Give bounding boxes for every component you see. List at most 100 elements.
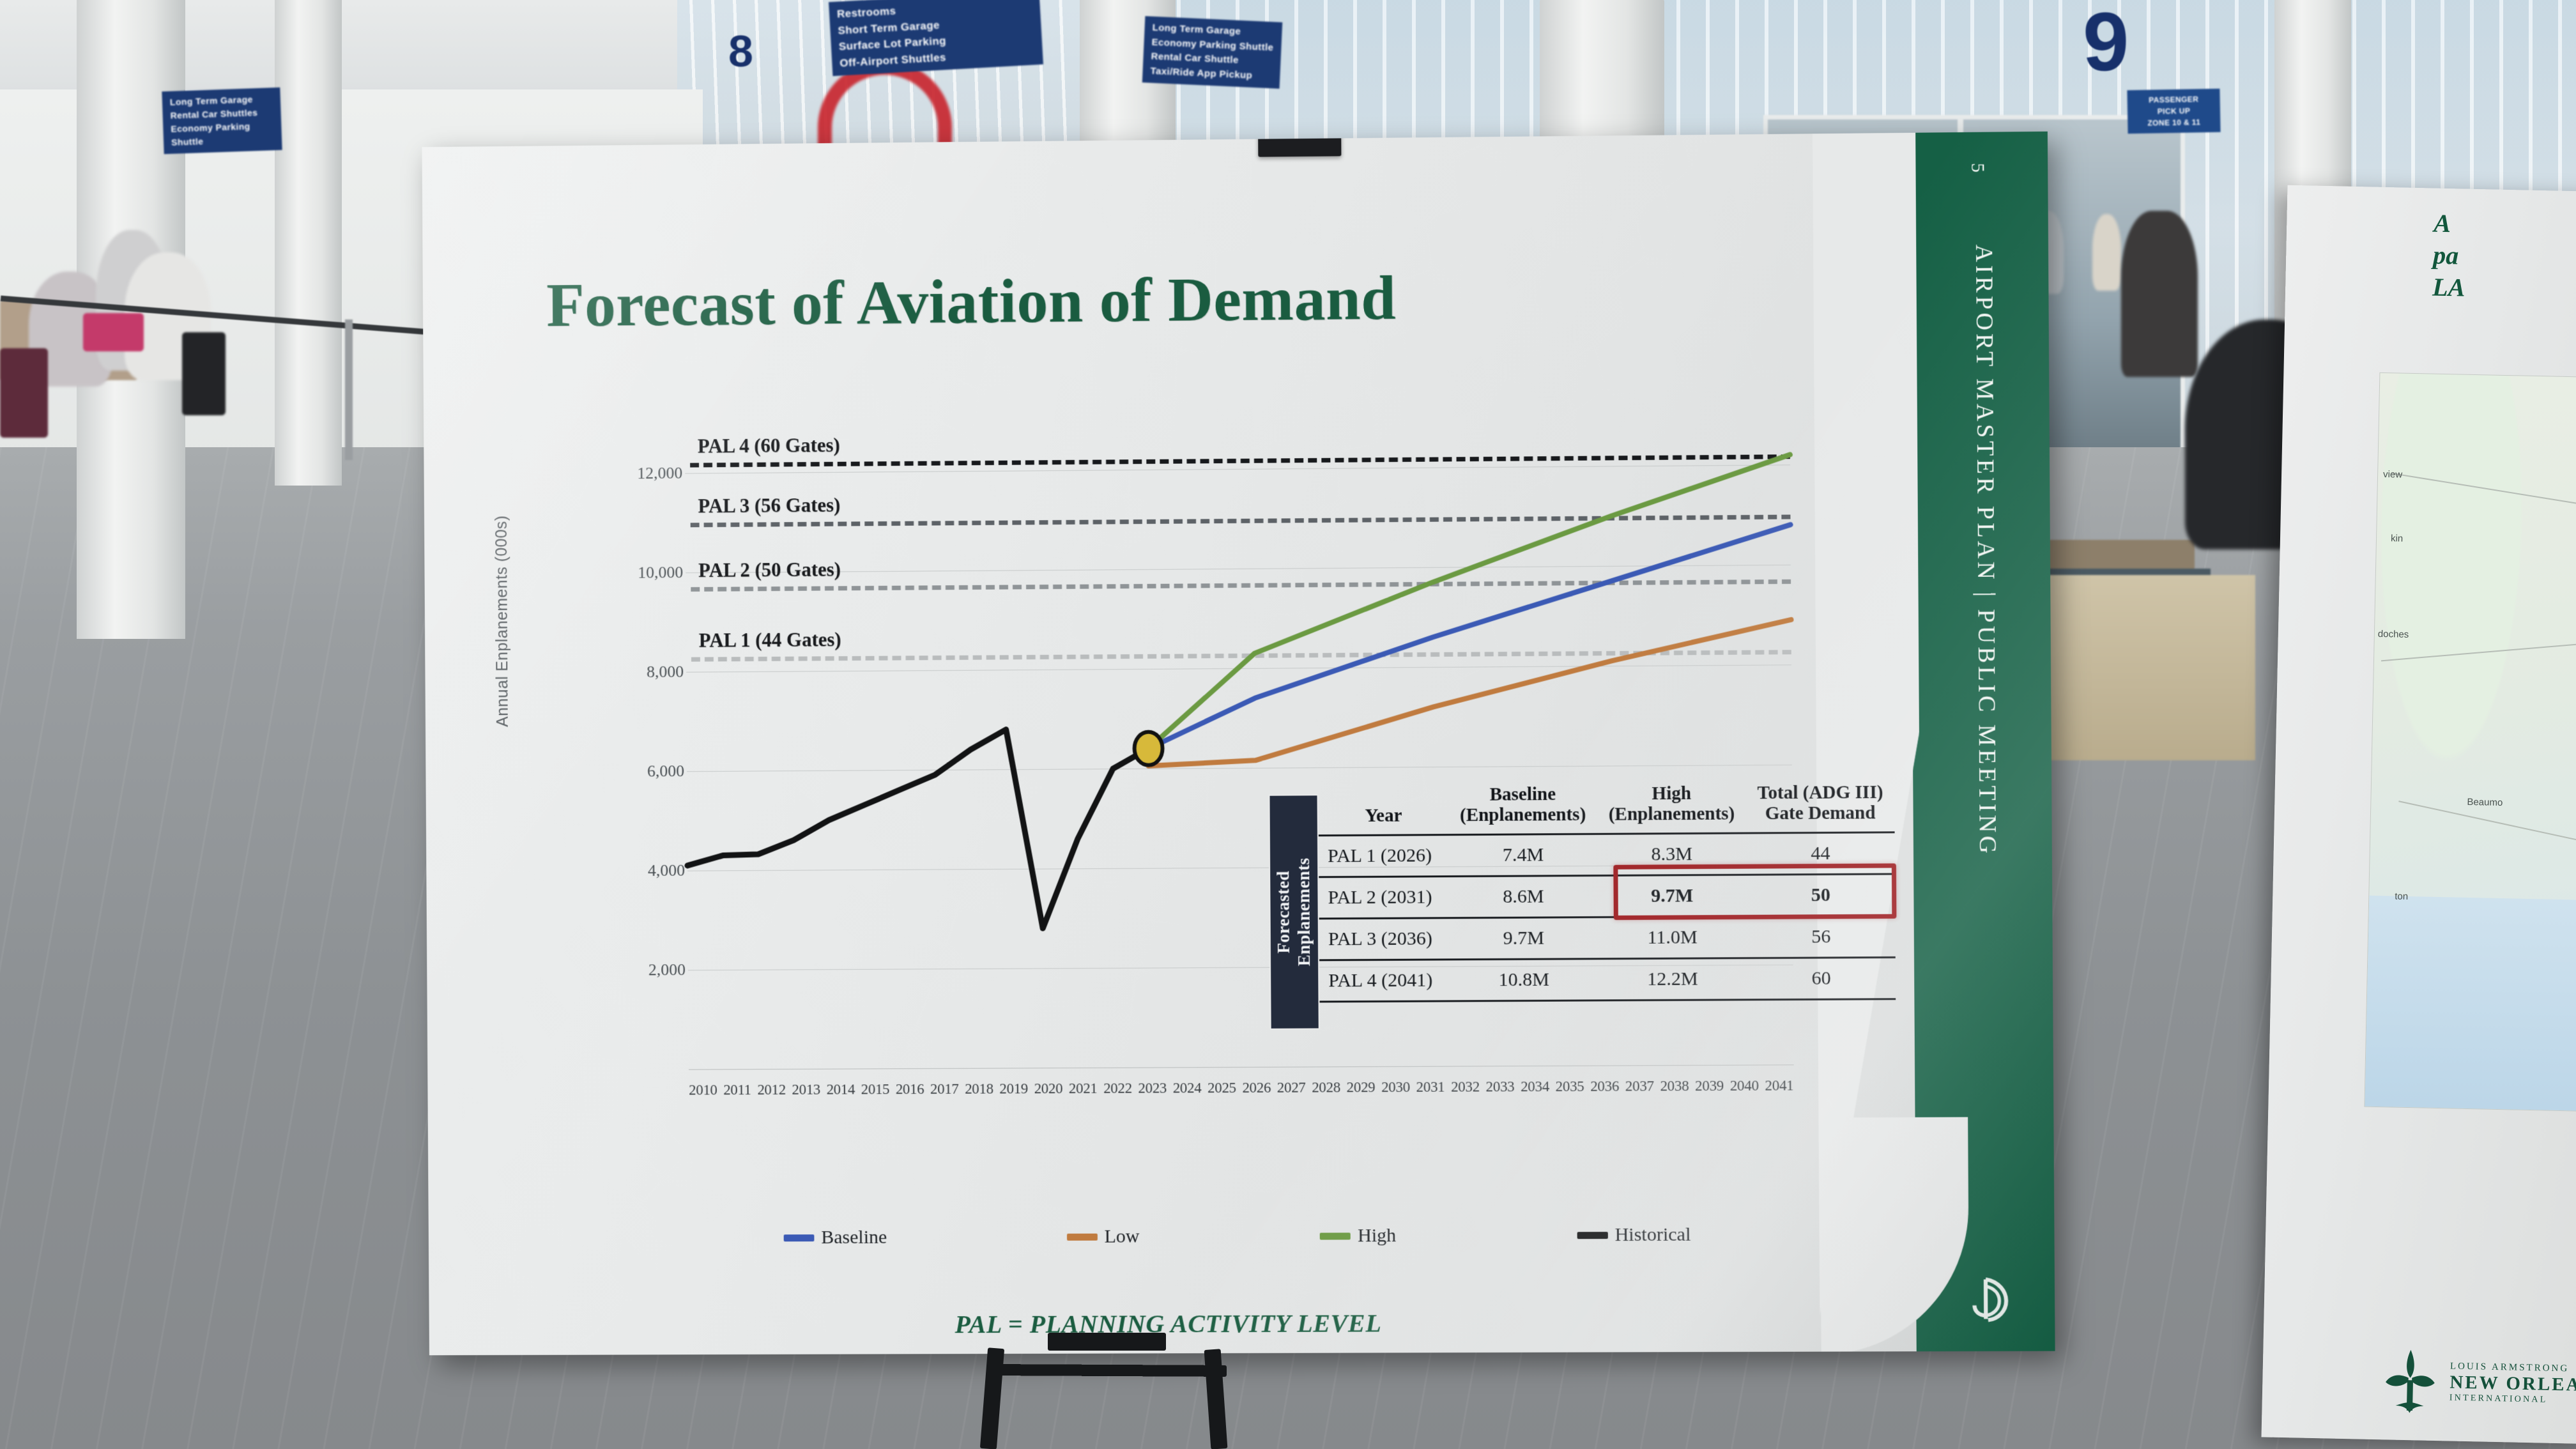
x-axis-tick-label: 2018 bbox=[965, 1080, 993, 1097]
secondary-poster-title-line1: A bbox=[2433, 208, 2451, 238]
series-line-low bbox=[1147, 620, 1791, 766]
x-axis-tick-label: 2016 bbox=[895, 1081, 924, 1098]
person-standing bbox=[2121, 211, 2198, 377]
easel-crossbar bbox=[996, 1364, 1227, 1377]
x-axis-tick-label: 2019 bbox=[999, 1080, 1029, 1097]
x-axis-tick-label: 2020 bbox=[1034, 1080, 1063, 1097]
cell-year: PAL 1 (2026) bbox=[1328, 845, 1432, 867]
master-plan-poster[interactable]: 5 AIRPORT MASTER PLAN | PUBLIC MEETING F… bbox=[422, 131, 2055, 1356]
secondary-poster-airport-logo: LOUIS ARMSTRONG NEW ORLEA INTERNATIONAL bbox=[2380, 1347, 2576, 1418]
table-row: PAL 1 (2026) 7.4M 8.3M 44 bbox=[1318, 832, 1895, 877]
legend-item-baseline: Baseline bbox=[783, 1226, 887, 1248]
legend-swatch bbox=[783, 1234, 815, 1241]
x-axis-tick-label: 2038 bbox=[1660, 1078, 1689, 1094]
map-road bbox=[2380, 640, 2576, 662]
forecast-chart: Annual Enplanements (000s) 2,000 4,000 6,0… bbox=[493, 410, 1806, 1138]
cell-baseline: 10.8M bbox=[1498, 969, 1549, 991]
handbag bbox=[83, 313, 144, 351]
x-axis-tick-label: 2026 bbox=[1242, 1079, 1271, 1096]
table-row: PAL 2 (2031) 8.6M 9.7M 50 bbox=[1319, 873, 1896, 919]
x-axis-tick-label: 2011 bbox=[723, 1082, 751, 1098]
legend-swatch bbox=[1066, 1233, 1098, 1241]
gate-number-left: 8 bbox=[728, 26, 753, 76]
wooden-bench bbox=[2038, 540, 2195, 571]
secondary-poster[interactable]: A pa LA view kin doches Beaumo ton LOUIS… bbox=[2261, 185, 2576, 1445]
map-label: kin bbox=[2390, 533, 2404, 544]
series-line-historical bbox=[687, 728, 1150, 930]
poster-side-band: 5 AIRPORT MASTER PLAN | PUBLIC MEETING bbox=[1909, 131, 2055, 1352]
x-axis-tick-label: 2025 bbox=[1207, 1080, 1236, 1096]
structural-column bbox=[275, 0, 342, 486]
x-axis-tick-label: 2013 bbox=[792, 1081, 821, 1098]
cell-high: 9.7M bbox=[1651, 885, 1694, 907]
legend-item-high: High bbox=[1319, 1225, 1397, 1246]
map-label: doches bbox=[2377, 628, 2409, 640]
chart-series-lines bbox=[512, 410, 1806, 1138]
map-label: Beaumo bbox=[2467, 796, 2503, 809]
forecast-table: Year Baseline (Enplanements) High (Enpla… bbox=[1318, 779, 1896, 1002]
legend-label: Low bbox=[1104, 1225, 1140, 1247]
x-axis-tick-label: 2015 bbox=[861, 1081, 890, 1098]
legend-swatch bbox=[1577, 1231, 1608, 1239]
jd-monogram-logo bbox=[1958, 1270, 2014, 1327]
secondary-poster-title-line2: pa bbox=[2432, 240, 2459, 270]
rolling-suitcase bbox=[0, 348, 48, 438]
cell-gate-demand: 44 bbox=[1811, 842, 1830, 864]
page-title: Forecast of Aviation of Demand bbox=[546, 263, 1397, 341]
col-header-gate-demand: Total (ADG III) Gate Demand bbox=[1757, 782, 1883, 824]
map-road bbox=[2391, 472, 2576, 510]
queue-barrier-post bbox=[345, 319, 353, 460]
secondary-logo-text: LOUIS ARMSTRONG NEW ORLEA INTERNATIONAL bbox=[2450, 1361, 2576, 1406]
chart-legend: Baseline Low High Historical bbox=[783, 1223, 1691, 1249]
x-axis-tick-label: 2041 bbox=[1765, 1077, 1794, 1094]
x-axis-tick-label: 2031 bbox=[1416, 1078, 1445, 1095]
table-side-tab: Forecasted Enplanements bbox=[1268, 794, 1320, 1030]
person-distant bbox=[2092, 214, 2121, 291]
legend-label: Historical bbox=[1614, 1223, 1691, 1246]
x-axis-tick-label: 2030 bbox=[1381, 1078, 1411, 1096]
table-header-row: Year Baseline (Enplanements) High (Enpla… bbox=[1318, 779, 1895, 836]
x-axis-tick-label: 2036 bbox=[1590, 1078, 1620, 1094]
gate-number-right: 9 bbox=[2083, 0, 2129, 88]
x-axis-tick-label: 2014 bbox=[826, 1081, 855, 1098]
legend-item-low: Low bbox=[1066, 1225, 1140, 1248]
x-axis-tick-label: 2010 bbox=[689, 1082, 717, 1098]
legend-label: High bbox=[1357, 1225, 1397, 1246]
cell-year: PAL 2 (2031) bbox=[1328, 886, 1432, 908]
x-axis-tick-label: 2017 bbox=[930, 1080, 959, 1097]
cell-high: 8.3M bbox=[1651, 843, 1693, 865]
forecast-table-head: Year Baseline (Enplanements) High (Enpla… bbox=[1318, 779, 1895, 836]
col-header-year: Year bbox=[1365, 805, 1402, 827]
series-line-baseline bbox=[1147, 525, 1792, 748]
col-header-baseline: Baseline (Enplanements) bbox=[1459, 784, 1586, 826]
x-axis-tick-label: 2022 bbox=[1103, 1080, 1132, 1096]
x-axis-tick-label: 2028 bbox=[1312, 1079, 1341, 1096]
x-axis-tick-label: 2024 bbox=[1172, 1080, 1202, 1096]
secondary-poster-title: A pa LA bbox=[2432, 208, 2576, 307]
rolling-suitcase bbox=[182, 332, 226, 415]
legend-label: Baseline bbox=[821, 1226, 887, 1248]
cell-baseline: 8.6M bbox=[1503, 885, 1544, 907]
cell-baseline: 7.4M bbox=[1502, 844, 1544, 866]
cell-gate-demand: 56 bbox=[1811, 926, 1831, 947]
cell-baseline: 9.7M bbox=[1503, 927, 1545, 949]
table-side-tab-label: Forecasted Enplanements bbox=[1273, 857, 1314, 967]
col-header-high: High (Enplanements) bbox=[1608, 783, 1735, 825]
wayfinding-sign-garage: Long Term Garage Rental Car Shuttles Eco… bbox=[162, 87, 282, 155]
x-axis-tick-label: 2033 bbox=[1485, 1078, 1515, 1095]
map-water-body bbox=[2365, 895, 2576, 1112]
x-axis-tick-label: 2027 bbox=[1276, 1079, 1306, 1096]
secondary-poster-map: view kin doches Beaumo ton bbox=[2364, 372, 2576, 1112]
table-row: PAL 3 (2036) 9.7M 11.0M 56 bbox=[1319, 916, 1896, 960]
legend-swatch bbox=[1319, 1232, 1351, 1240]
x-axis-tick-label: 2037 bbox=[1625, 1078, 1654, 1094]
map-label: ton bbox=[2395, 891, 2409, 902]
x-axis-tick-label: 2023 bbox=[1138, 1080, 1167, 1096]
secondary-logo-line2: NEW ORLEA bbox=[2450, 1372, 2576, 1395]
x-axis-tick-label: 2034 bbox=[1520, 1078, 1550, 1095]
x-axis-tick-label: 2040 bbox=[1729, 1077, 1759, 1094]
fleur-de-lis-icon bbox=[2386, 1349, 2435, 1413]
x-axis-tick-label: 2032 bbox=[1450, 1078, 1480, 1095]
forecast-table-body: PAL 1 (2026) 7.4M 8.3M 44 PAL 2 (2031) 8.6M 9.… bbox=[1318, 832, 1896, 1002]
wayfinding-sign-shuttles: Long Term Garage Economy Parking Shuttle… bbox=[1142, 16, 1283, 89]
